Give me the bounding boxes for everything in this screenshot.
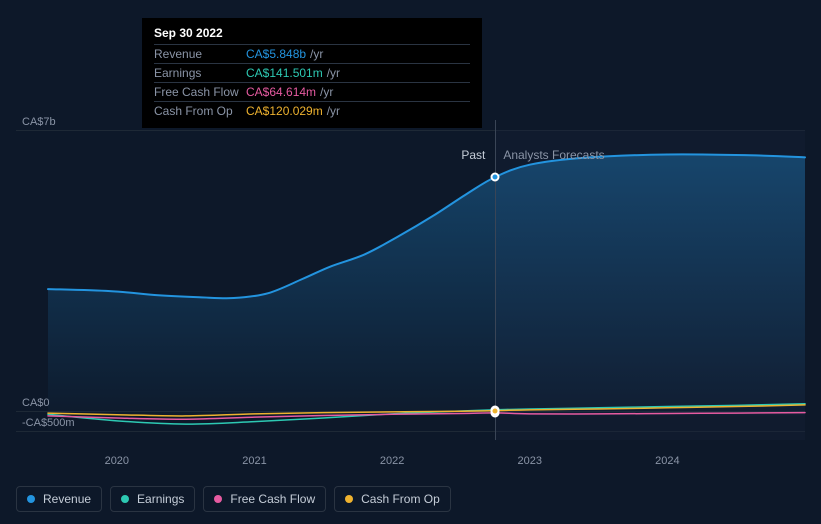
tooltip-metric-value: CA$141.501m bbox=[246, 66, 323, 80]
tooltip-metric-unit: /yr bbox=[327, 66, 340, 80]
y-axis-label: CA$0 bbox=[22, 397, 50, 409]
tooltip-row: EarningsCA$141.501m/yr bbox=[154, 63, 470, 82]
series-marker bbox=[491, 172, 500, 181]
tooltip-metric-unit: /yr bbox=[310, 47, 323, 61]
y-axis-label: -CA$500m bbox=[22, 417, 75, 429]
chart-tooltip: Sep 30 2022 RevenueCA$5.848b/yrEarningsC… bbox=[142, 18, 482, 128]
tooltip-metric-unit: /yr bbox=[320, 85, 333, 99]
tooltip-row: Free Cash FlowCA$64.614m/yr bbox=[154, 82, 470, 101]
y-axis-label: CA$7b bbox=[22, 116, 56, 128]
tooltip-metric-unit: /yr bbox=[327, 104, 340, 118]
tooltip-metric-label: Free Cash Flow bbox=[154, 85, 246, 99]
tooltip-row: Cash From OpCA$120.029m/yr bbox=[154, 101, 470, 120]
past-forecast-divider bbox=[495, 120, 496, 440]
tooltip-metric-label: Revenue bbox=[154, 47, 246, 61]
tooltip-metric-value: CA$5.848b bbox=[246, 47, 306, 61]
region-label-past: Past bbox=[461, 148, 485, 162]
region-label-forecast: Analysts Forecasts bbox=[503, 148, 604, 162]
tooltip-metric-label: Cash From Op bbox=[154, 104, 246, 118]
tooltip-date: Sep 30 2022 bbox=[154, 26, 470, 44]
tooltip-metric-value: CA$120.029m bbox=[246, 104, 323, 118]
tooltip-row: RevenueCA$5.848b/yr bbox=[154, 44, 470, 63]
series-marker bbox=[491, 406, 500, 415]
tooltip-metric-label: Earnings bbox=[154, 66, 246, 80]
tooltip-metric-value: CA$64.614m bbox=[246, 85, 316, 99]
